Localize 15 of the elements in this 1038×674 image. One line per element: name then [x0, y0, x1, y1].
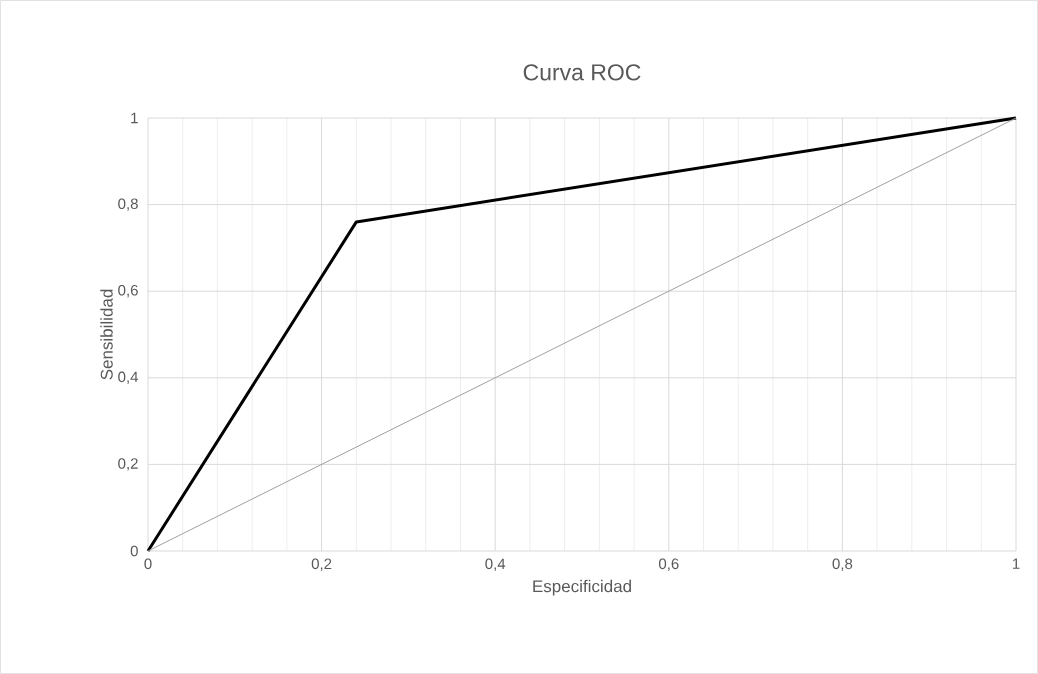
x-tick-label: 0,6	[658, 558, 679, 571]
x-axis-title: Especificidad	[533, 579, 631, 596]
y-tick-label: 0	[130, 545, 138, 557]
x-tick-label: 0,8	[832, 558, 853, 571]
y-tick-label: 0,8	[118, 198, 138, 211]
y-tick-label: 0,2	[118, 458, 138, 471]
x-tick-label: 0,4	[485, 558, 506, 571]
y-axis-title: Sensibilidad	[100, 289, 113, 380]
y-tick-label: 0,6	[118, 284, 138, 298]
x-tick-label: 0	[144, 558, 152, 570]
x-tick-label: 1	[1012, 558, 1020, 569]
x-tick-label: 0,2	[311, 558, 332, 571]
y-tick-label: 0,4	[118, 371, 139, 384]
y-tick-label: 1	[131, 112, 138, 124]
chart-title: Curva ROC	[523, 64, 641, 81]
